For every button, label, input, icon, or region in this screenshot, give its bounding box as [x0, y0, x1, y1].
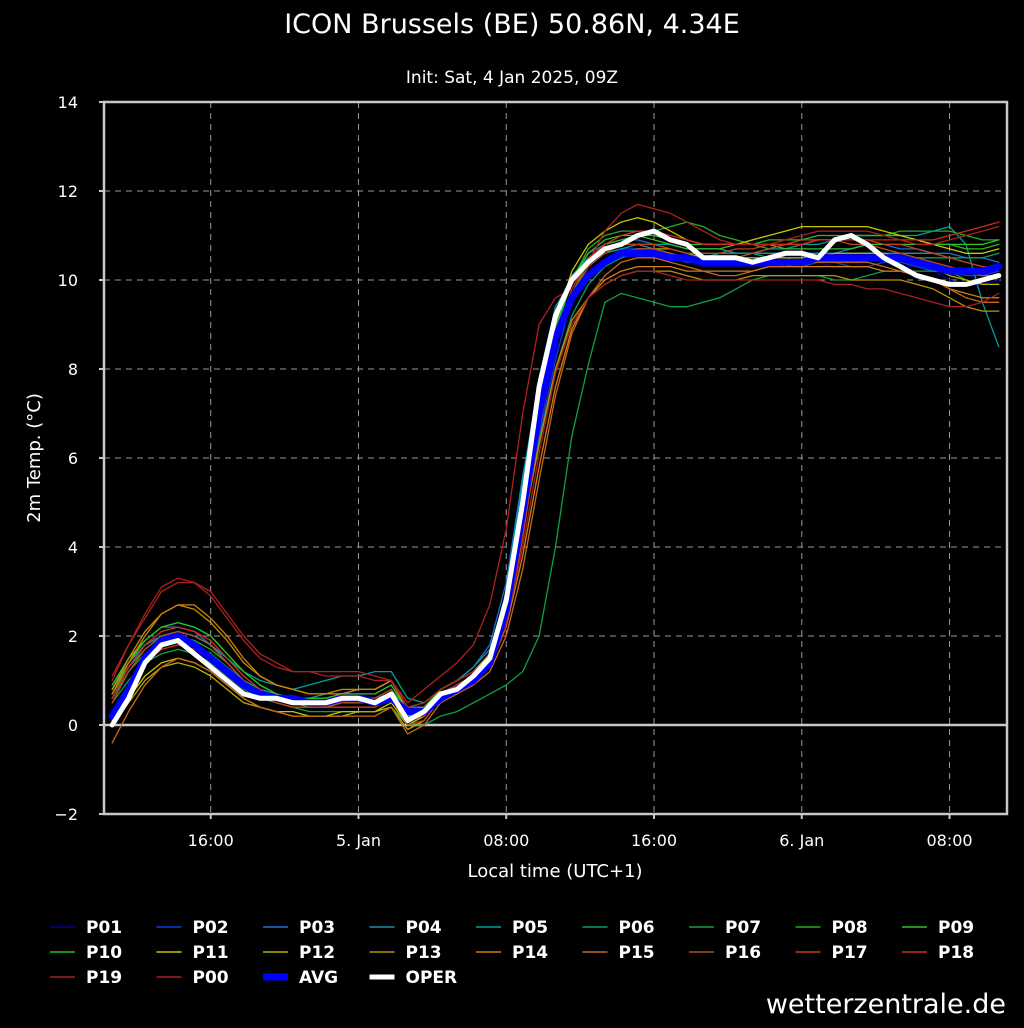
legend-label-p04: P04	[406, 918, 442, 938]
legend-label-p16: P16	[725, 943, 761, 963]
x-axis-label: Local time (UTC+1)	[467, 861, 642, 882]
x-tick-label: 08:00	[483, 831, 529, 850]
y-tick-label: 4	[68, 538, 78, 557]
legend-label-p10: P10	[86, 943, 122, 963]
x-axis-ticks: 16:00 5. Jan 08:00 16:00 6. Jan 08:00	[188, 814, 973, 850]
legend: P01 P02 P03 P04 P05 P06 P07 P08 P09 P10 P11 P12 P13 P…	[50, 918, 974, 988]
y-tick-label: 8	[68, 360, 78, 379]
y-tick-label: 12	[58, 182, 78, 201]
legend-label-oper: OPER	[406, 968, 458, 988]
site-brand: wetterzentrale.de	[766, 989, 1006, 1020]
legend-label-p01: P01	[86, 918, 122, 938]
legend-label-p19: P19	[86, 968, 122, 988]
legend-label-p15: P15	[619, 943, 655, 963]
y-axis-label: 2m Temp. (°C)	[24, 393, 45, 523]
legend-label-p08: P08	[832, 918, 868, 938]
x-tick-label: 6. Jan	[779, 831, 824, 850]
legend-label-avg: AVG	[299, 968, 338, 988]
chart-title: ICON Brussels (BE) 50.86N, 4.34E	[284, 9, 740, 40]
series-line-p15	[111, 257, 1000, 744]
series-line-oper	[109, 228, 1002, 728]
y-tick-label: 10	[58, 271, 78, 290]
series-line-p00	[111, 203, 1000, 704]
legend-label-p14: P14	[512, 943, 548, 963]
x-tick-label: 08:00	[926, 831, 972, 850]
series-lines	[108, 203, 1003, 744]
series-line-avg	[108, 249, 1003, 720]
x-tick-label: 16:00	[188, 831, 234, 850]
plot-frame	[102, 100, 1009, 816]
legend-label-p07: P07	[725, 918, 761, 938]
series-line-p19	[111, 270, 1000, 708]
chart-subtitle: Init: Sat, 4 Jan 2025, 09Z	[406, 68, 618, 88]
legend-label-p06: P06	[619, 918, 655, 938]
legend-label-p18: P18	[938, 943, 974, 963]
legend-label-p02: P02	[193, 918, 229, 938]
y-tick-label: 0	[68, 716, 78, 735]
legend-label-p17: P17	[832, 943, 868, 963]
legend-label-p12: P12	[299, 943, 335, 963]
x-tick-label: 16:00	[631, 831, 677, 850]
series-line-p14	[111, 265, 1000, 713]
legend-label-p05: P05	[512, 918, 548, 938]
legend-label-p09: P09	[938, 918, 974, 938]
legend-label-p13: P13	[406, 943, 442, 963]
y-tick-label: 2	[68, 627, 78, 646]
legend-label-p11: P11	[193, 943, 229, 963]
legend-label-p00: P00	[193, 968, 229, 988]
legend-label-p03: P03	[299, 918, 335, 938]
x-tick-label: 5. Jan	[336, 831, 381, 850]
y-tick-label: −2	[54, 805, 78, 824]
y-tick-label: 6	[68, 449, 78, 468]
y-tick-label: 14	[58, 93, 78, 112]
